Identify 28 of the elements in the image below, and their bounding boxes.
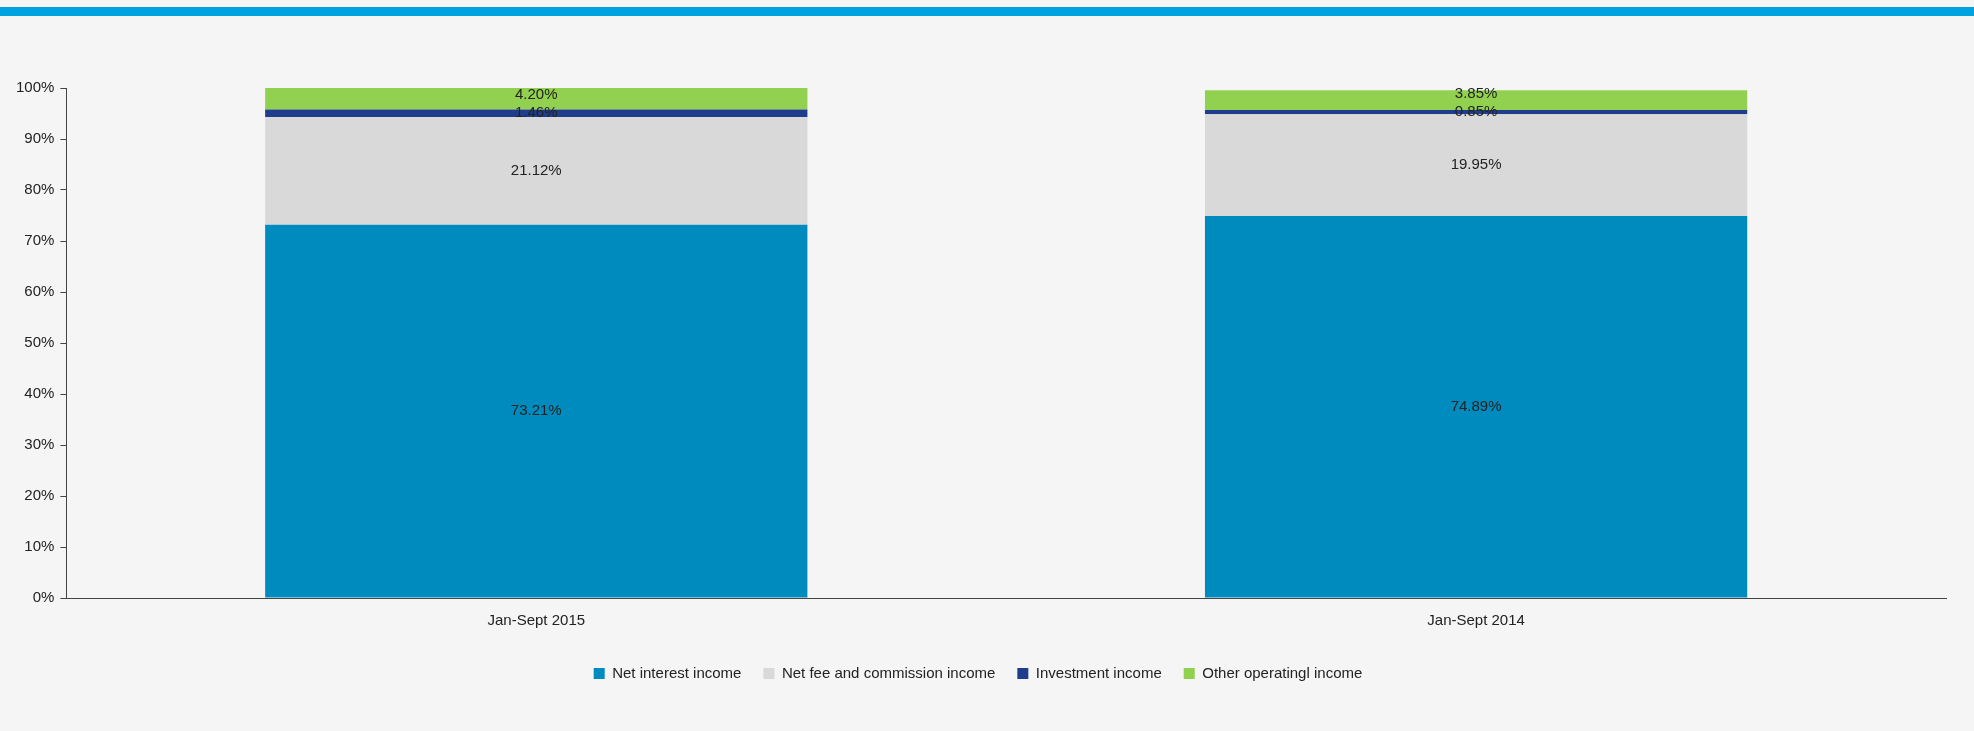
- y-tick-label: 0%: [32, 588, 55, 606]
- y-tick-label: 80%: [24, 180, 55, 198]
- data-label: 21.12%: [510, 160, 562, 178]
- y-tick-label: 70%: [24, 231, 55, 249]
- y-tick-label: 50%: [24, 333, 55, 351]
- bar: [265, 116, 808, 225]
- y-tick-label: 10%: [24, 537, 55, 555]
- legend-label: Other operatingl income: [1202, 663, 1363, 681]
- data-label: 0.85%: [1454, 102, 1498, 120]
- data-label: 4.20%: [515, 85, 558, 103]
- y-tick-label: 20%: [24, 486, 55, 504]
- legend-label: Investment income: [1035, 663, 1162, 681]
- y-tick-label: 60%: [24, 282, 55, 300]
- legend-label: Net interest income: [612, 663, 742, 681]
- y-tick-label: 90%: [24, 129, 55, 147]
- y-tick-label: 30%: [24, 435, 55, 453]
- data-label: 73.21%: [510, 401, 562, 419]
- data-label: 19.95%: [1450, 155, 1502, 173]
- bar: [265, 224, 808, 598]
- x-tick-label: Jan-Sept 2014: [1427, 611, 1525, 629]
- bar: [265, 109, 808, 117]
- y-tick-label: 40%: [24, 384, 55, 402]
- data-label: 74.89%: [1450, 396, 1502, 414]
- bar: [1204, 114, 1748, 217]
- x-tick-label: Jan-Sept 2015: [487, 611, 586, 629]
- y-tick-label: 100%: [15, 78, 55, 96]
- legend-label: Net fee and commission income: [781, 663, 996, 681]
- bar: [1204, 216, 1748, 598]
